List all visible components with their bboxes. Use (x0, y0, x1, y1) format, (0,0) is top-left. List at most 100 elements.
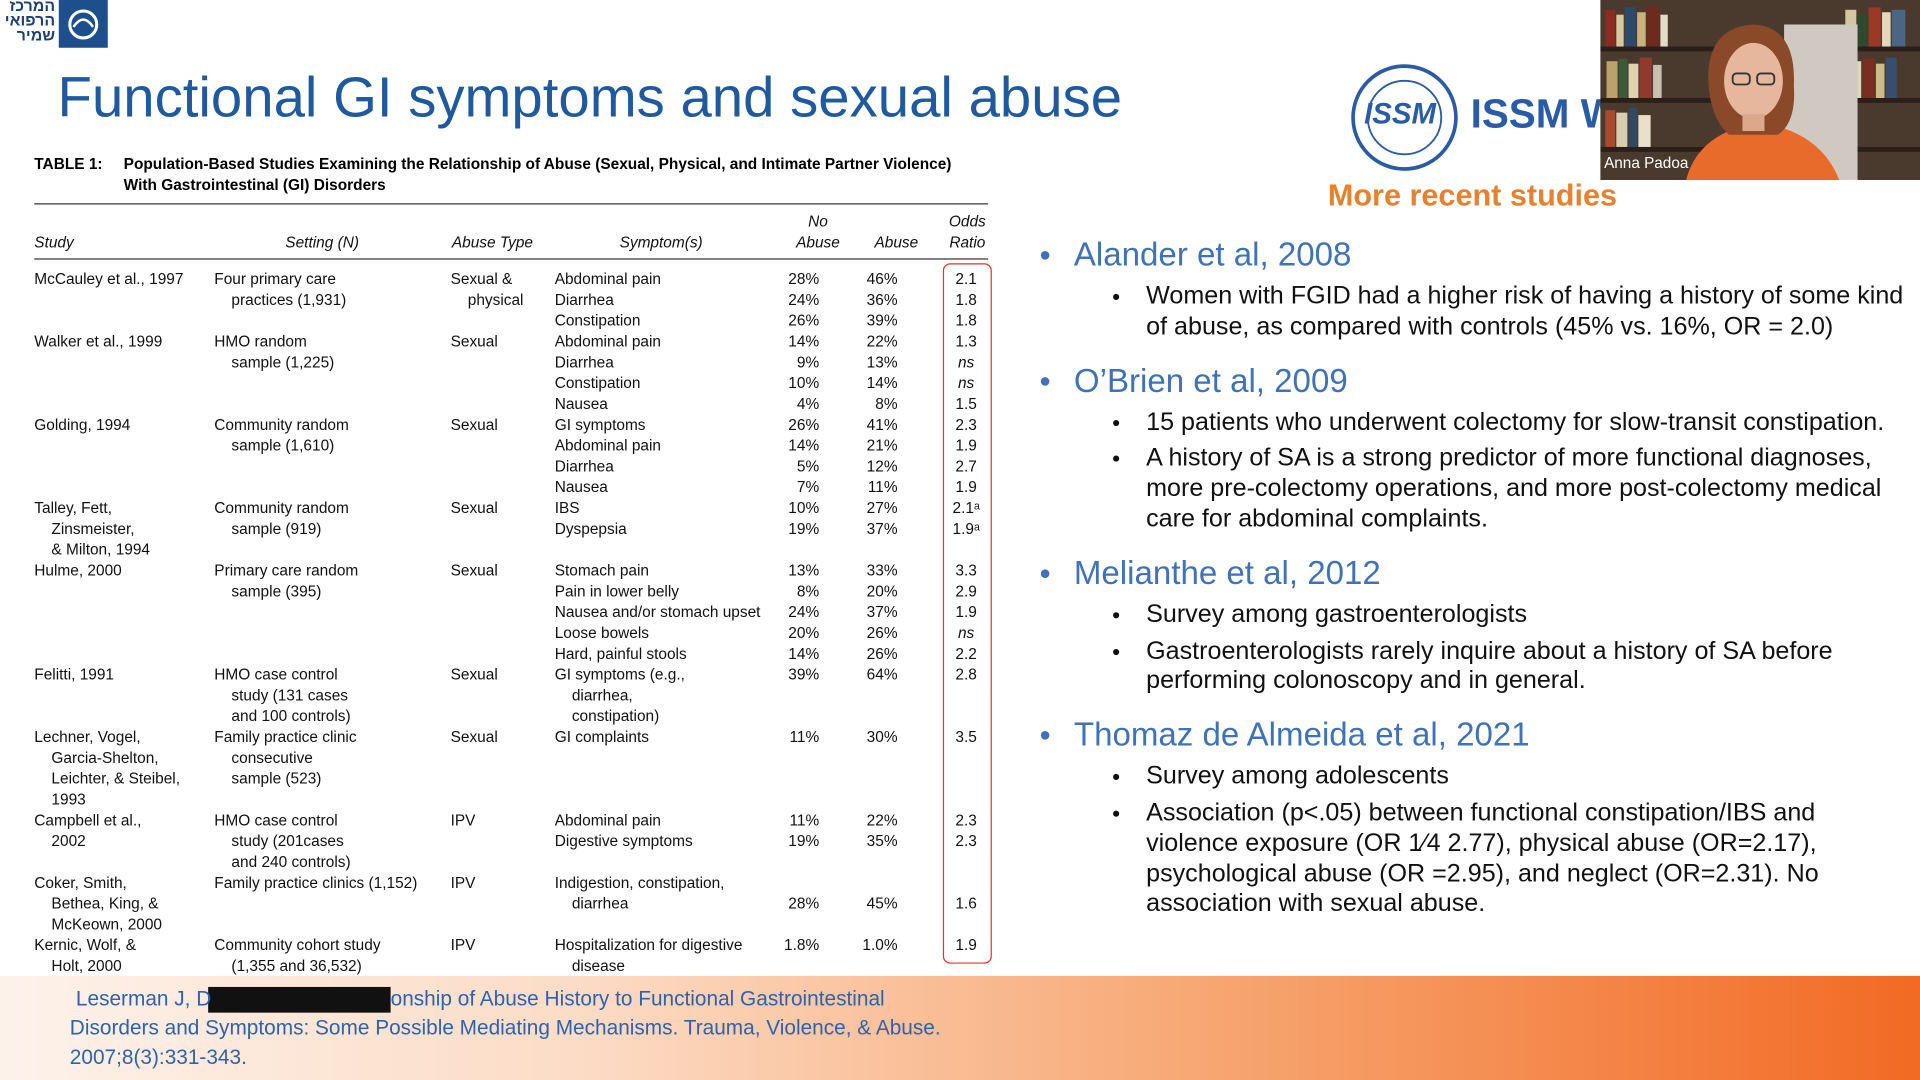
logo-text: שמיר (16, 25, 56, 45)
abuse-cell: 37% (866, 603, 898, 621)
symptom-cell: Abdominal pain (554, 811, 662, 829)
column-header: Symptom(s) (619, 233, 703, 251)
logo-icon (68, 9, 99, 40)
citation-text: onship of Abuse History to Functional Ga… (390, 986, 885, 1011)
setting-cell: sample (395) (231, 582, 322, 600)
setting-cell: Family practice clinics (1,152) (214, 873, 418, 891)
study-cell: Holt, 2000 (51, 956, 122, 975)
odds-ratio-cell: 2.7 (955, 457, 977, 475)
odds-ratio-cell: 1.3 (955, 332, 977, 350)
symptom-cell: Constipation (554, 311, 641, 329)
study-cell: Leichter, & Steibel, (51, 769, 181, 787)
setting-cell: Community cohort study (214, 936, 381, 954)
abuse-type-cell: IPV (450, 936, 476, 954)
no-abuse-cell: 9% (796, 353, 820, 371)
odds-ratio-cell: 2.2 (955, 644, 977, 662)
setting-cell: and 240 controls) (231, 852, 351, 870)
study-point: 15 patients who underwent colectomy for … (1038, 407, 1911, 437)
study-cell: Garcia-Shelton, (51, 748, 159, 766)
column-header: Odds (948, 212, 986, 230)
odds-ratio-cell: 1.8 (955, 290, 977, 308)
setting-cell: study (131 cases (231, 686, 349, 704)
study-point: Survey among gastroenterologists (1038, 600, 1911, 630)
symptom-cell: Indigestion, constipation, (554, 873, 725, 891)
setting-cell: consecutive (231, 748, 313, 766)
abuse-cell: 20% (866, 582, 898, 600)
setting-cell: practices (1,931) (231, 290, 347, 308)
abuse-cell: 46% (866, 270, 898, 288)
highlight-box (942, 263, 992, 964)
setting-cell: study (201cases (231, 832, 344, 850)
no-abuse-cell: 10% (788, 498, 820, 517)
symptom-cell: Nausea and/or stomach upset (554, 603, 761, 621)
abuse-cell: 8% (875, 394, 898, 413)
study-cell: Bethea, King, & (51, 894, 159, 912)
table-rule (34, 203, 989, 205)
redaction (208, 986, 391, 1013)
table-caption: With Gastrointestinal (GI) Disorders (123, 176, 386, 194)
no-abuse-cell: 7% (796, 478, 820, 496)
no-abuse-cell: 19% (788, 519, 820, 537)
no-abuse-cell: 5% (796, 457, 820, 475)
no-abuse-cell: 26% (788, 311, 820, 329)
symptom-cell: Pain in lower belly (554, 582, 679, 600)
abuse-cell: 22% (866, 332, 898, 350)
setting-cell: Family practice clinic (214, 727, 357, 746)
odds-ratio-cell: 1.8 (955, 311, 977, 329)
abuse-type-cell: Sexual (450, 665, 498, 683)
no-abuse-cell: 1.8% (784, 936, 820, 954)
abuse-cell: 37% (866, 519, 898, 537)
table-caption-label: TABLE 1: (34, 155, 103, 173)
study-cell: Coker, Smith, (34, 873, 127, 891)
setting-cell: Community random (214, 415, 349, 433)
abuse-type-cell: Sexual (450, 561, 498, 579)
video-feed (1600, 0, 1920, 180)
study-heading: Melianthe et al, 2012 (1038, 552, 1914, 594)
section-heading: More recent studies (1327, 178, 1618, 214)
issm-emblem (1351, 64, 1458, 171)
logo-mark (58, 0, 108, 48)
column-header: Setting (N) (285, 233, 360, 251)
study-item: Alander et al, 2008 Women with FGID had a… (1038, 234, 1914, 342)
odds-ratio-cell: 3.3 (955, 561, 977, 579)
symptom-cell: Dyspepsia (554, 519, 627, 537)
study-cell: Kernic, Wolf, & (34, 936, 136, 954)
setting-cell: HMO random (214, 332, 307, 350)
no-abuse-cell: 39% (788, 665, 820, 683)
odds-ratio-cell: ns (957, 623, 975, 642)
abuse-cell: 33% (866, 561, 898, 579)
setting-cell: sample (1,610) (231, 436, 335, 454)
study-item: Thomaz de Almeida et al, 2021 Survey amon… (1038, 714, 1914, 920)
studies-list: Alander et al, 2008 Women with FGID had a… (1038, 234, 1914, 937)
no-abuse-cell: 24% (788, 603, 820, 621)
study-cell: Talley, Fett, (34, 498, 113, 517)
odds-ratio-cell: 2.1ᵃ (952, 498, 980, 517)
odds-ratio-cell: 1.9ᵃ (952, 519, 980, 537)
symptom-cell: GI symptoms (e.g., (554, 665, 685, 683)
citation-text: Leserman J, D (75, 986, 212, 1011)
symptom-cell: Nausea (554, 478, 608, 496)
symptom-cell: Abdominal pain (554, 436, 662, 454)
no-abuse-cell: 28% (788, 270, 820, 288)
issm-logo-text: ISSM W (1470, 90, 1619, 136)
abuse-cell: 22% (866, 811, 898, 829)
abuse-cell: 21% (866, 436, 898, 454)
setting-cell: sample (523) (231, 769, 322, 787)
logo-text: המרכז (9, 0, 56, 15)
symptom-cell: Diarrhea (554, 457, 614, 475)
slide-title: Functional GI symptoms and sexual abuse (57, 64, 1123, 129)
no-abuse-cell: 11% (789, 811, 820, 829)
column-header: Abuse (874, 233, 919, 251)
study-cell: Lechner, Vogel, (34, 727, 141, 746)
abuse-type-cell: Sexual (450, 415, 498, 433)
no-abuse-cell: 10% (788, 374, 820, 392)
abuse-cell: 30% (866, 727, 898, 746)
setting-cell: Four primary care (214, 270, 336, 288)
symptom-cell: GI symptoms (554, 415, 646, 433)
symptom-cell: IBS (554, 498, 580, 517)
no-abuse-cell: 14% (788, 436, 820, 454)
no-abuse-cell: 8% (796, 582, 820, 600)
abuse-cell: 41% (866, 415, 898, 433)
study-point: Women with FGID had a higher risk of hav… (1038, 282, 1911, 343)
odds-ratio-cell: 2.3 (955, 811, 977, 829)
